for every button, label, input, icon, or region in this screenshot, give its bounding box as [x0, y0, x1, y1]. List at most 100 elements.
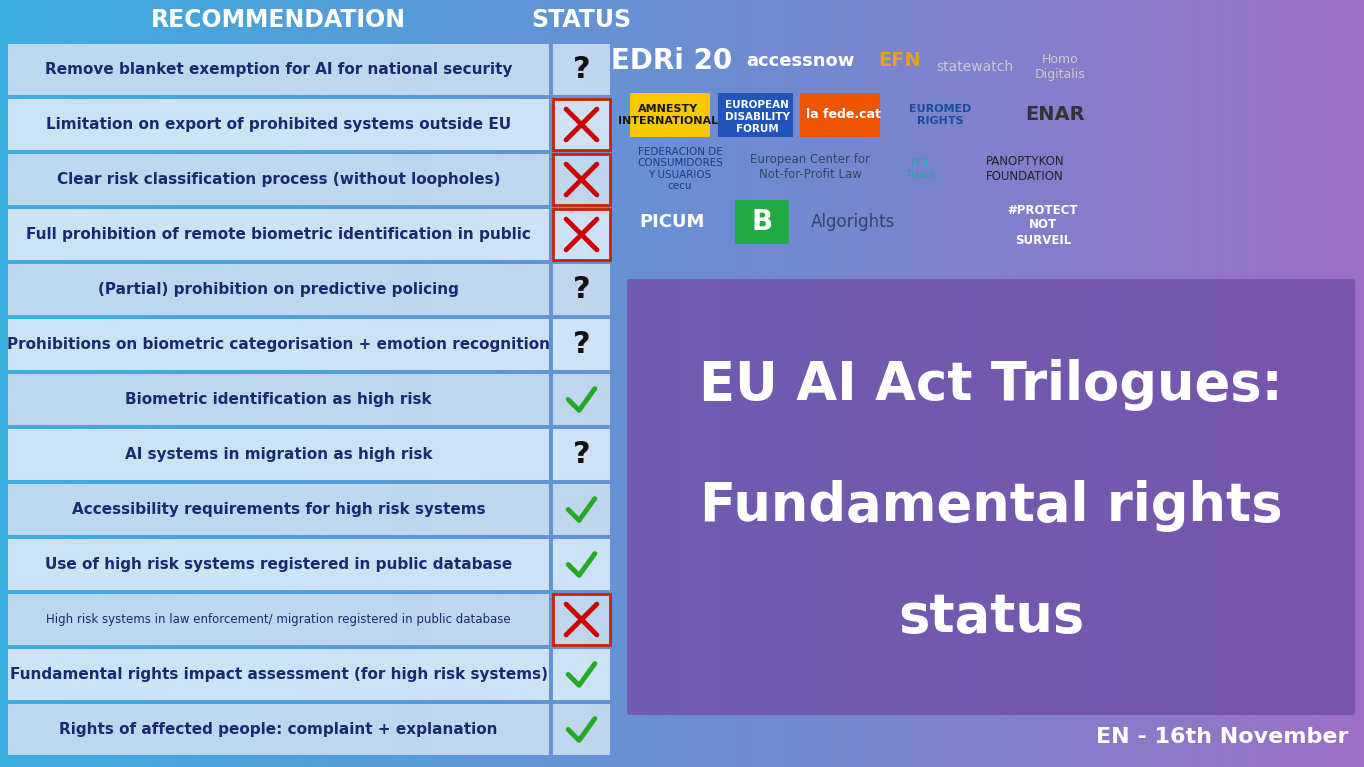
Bar — [8, 594, 548, 645]
Bar — [552, 209, 610, 260]
Bar — [154, 0, 160, 767]
Bar — [596, 0, 602, 767]
Bar — [552, 44, 610, 95]
Bar — [573, 0, 578, 767]
Bar — [809, 0, 814, 767]
Bar — [630, 93, 711, 137]
Bar — [1128, 0, 1133, 767]
Bar — [552, 429, 610, 480]
Bar — [501, 0, 506, 767]
Bar — [505, 0, 510, 767]
Bar — [209, 0, 214, 767]
Bar — [978, 0, 983, 767]
Bar — [78, 0, 83, 767]
Bar — [1087, 0, 1093, 767]
Bar — [552, 704, 610, 755]
Bar — [923, 0, 929, 767]
Bar — [132, 0, 138, 767]
Bar — [1337, 0, 1342, 767]
Bar — [341, 0, 346, 767]
Bar — [1255, 0, 1260, 767]
Bar — [59, 0, 64, 767]
Bar — [904, 0, 910, 767]
Bar — [863, 0, 869, 767]
Bar — [68, 0, 74, 767]
Text: PICUM: PICUM — [640, 213, 705, 231]
Bar — [382, 0, 387, 767]
Bar — [1354, 0, 1360, 767]
Bar — [304, 0, 310, 767]
Bar — [18, 0, 23, 767]
Bar — [732, 0, 738, 767]
Bar — [1173, 0, 1178, 767]
Bar — [555, 0, 561, 767]
Bar — [8, 429, 548, 480]
Bar — [591, 0, 596, 767]
Bar — [454, 0, 460, 767]
Bar — [201, 0, 206, 767]
Bar — [951, 0, 956, 767]
Bar — [1118, 0, 1124, 767]
Bar — [1163, 0, 1169, 767]
Bar — [286, 0, 292, 767]
Bar — [918, 0, 923, 767]
Bar — [368, 0, 374, 767]
Text: Use of high risk systems registered in public database: Use of high risk systems registered in p… — [45, 557, 511, 572]
Text: ENAR: ENAR — [1026, 106, 1084, 124]
Bar — [1073, 0, 1079, 767]
Bar — [409, 0, 415, 767]
Bar — [910, 0, 915, 767]
Bar — [659, 0, 664, 767]
Bar — [327, 0, 333, 767]
Bar — [717, 93, 792, 137]
Bar — [552, 99, 610, 150]
Bar — [232, 0, 237, 767]
Bar — [996, 0, 1001, 767]
Bar — [241, 0, 247, 767]
Bar — [0, 0, 5, 767]
Bar — [168, 0, 173, 767]
Bar — [1078, 0, 1083, 767]
Bar — [528, 0, 533, 767]
Bar — [41, 0, 46, 767]
Bar — [542, 0, 547, 767]
Bar — [735, 200, 788, 244]
Bar — [1292, 0, 1297, 767]
Bar — [641, 0, 647, 767]
Bar — [464, 0, 469, 767]
Bar — [8, 704, 548, 755]
Bar — [441, 0, 446, 767]
Bar — [577, 0, 582, 767]
Bar — [1023, 0, 1028, 767]
Bar — [491, 0, 496, 767]
Bar — [146, 0, 151, 767]
Bar — [973, 0, 978, 767]
Bar — [255, 0, 261, 767]
Bar — [1341, 0, 1346, 767]
Bar — [1237, 0, 1243, 767]
Bar — [828, 0, 833, 767]
Text: statewatch: statewatch — [937, 60, 1013, 74]
Bar — [814, 0, 820, 767]
Bar — [423, 0, 428, 767]
Bar — [1013, 0, 1019, 767]
Text: STATUS: STATUS — [532, 8, 632, 32]
Bar — [1296, 0, 1301, 767]
Bar — [754, 0, 760, 767]
Bar — [250, 0, 255, 767]
Text: Limitation on export of prohibited systems outside EU: Limitation on export of prohibited syste… — [46, 117, 512, 132]
Bar — [1000, 0, 1005, 767]
Text: Full prohibition of remote biometric identification in public: Full prohibition of remote biometric ide… — [26, 227, 531, 242]
Bar — [859, 0, 865, 767]
Bar — [318, 0, 323, 767]
Bar — [900, 0, 906, 767]
Bar — [296, 0, 301, 767]
Text: AI systems in migration as high risk: AI systems in migration as high risk — [124, 447, 432, 462]
Bar — [552, 374, 610, 425]
Bar — [1327, 0, 1333, 767]
Text: accessnow: accessnow — [746, 52, 854, 70]
Bar — [27, 0, 33, 767]
Bar — [1064, 0, 1069, 767]
Bar — [1033, 0, 1038, 767]
Bar — [468, 0, 473, 767]
